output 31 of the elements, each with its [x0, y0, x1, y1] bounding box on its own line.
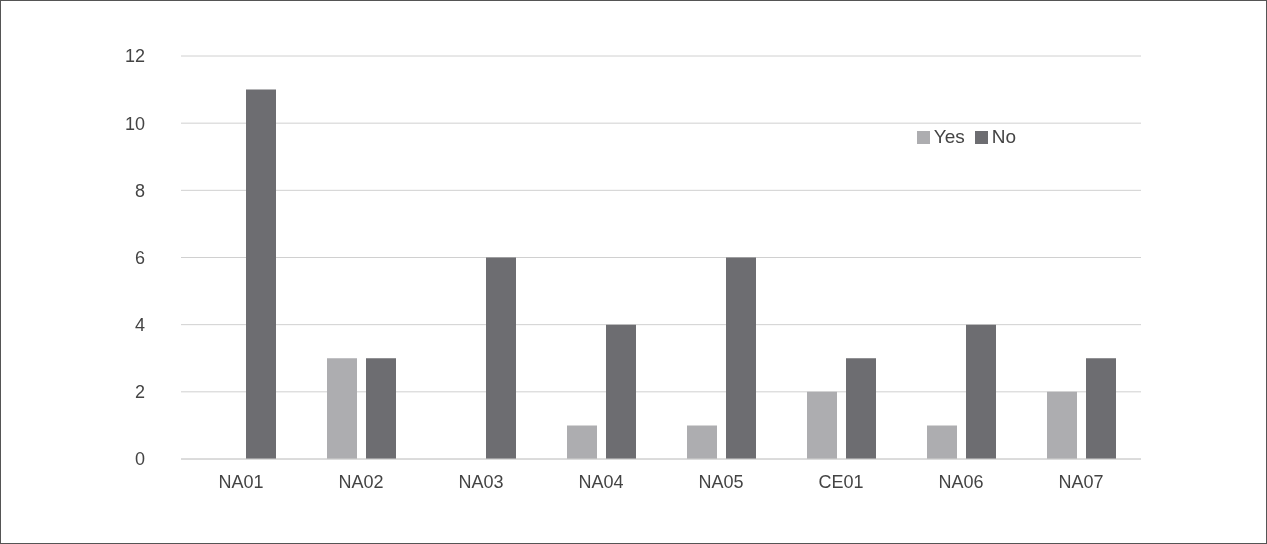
- bar: [807, 391, 837, 459]
- bar: [927, 425, 957, 459]
- legend-label: No: [991, 126, 1016, 147]
- y-tick-label: 6: [134, 247, 145, 268]
- bar: [567, 425, 597, 459]
- bar: [486, 257, 516, 459]
- x-tick-label: NA06: [938, 471, 984, 492]
- x-tick-label: NA05: [698, 471, 744, 492]
- bar: [966, 324, 996, 459]
- y-tick-label: 8: [134, 180, 145, 201]
- x-tick-label: NA07: [1058, 471, 1104, 492]
- bar: [327, 358, 357, 459]
- y-tick-label: 12: [124, 46, 145, 67]
- bar: [366, 358, 396, 459]
- y-tick-label: 4: [134, 315, 145, 336]
- x-tick-label: NA01: [218, 471, 264, 492]
- x-tick-label: NA02: [338, 471, 384, 492]
- x-tick-label: NA04: [578, 471, 624, 492]
- bar: [726, 257, 756, 459]
- bar: [687, 425, 717, 459]
- bar: [846, 358, 876, 459]
- bar: [246, 89, 276, 459]
- bar: [1086, 358, 1116, 459]
- y-tick-label: 10: [124, 113, 145, 134]
- x-tick-label: CE01: [818, 471, 864, 492]
- legend-label: Yes: [933, 126, 965, 147]
- bar: [606, 324, 636, 459]
- bar: [1047, 391, 1077, 459]
- y-tick-label: 2: [134, 382, 145, 403]
- y-tick-label: 0: [134, 449, 145, 470]
- x-tick-label: NA03: [458, 471, 504, 492]
